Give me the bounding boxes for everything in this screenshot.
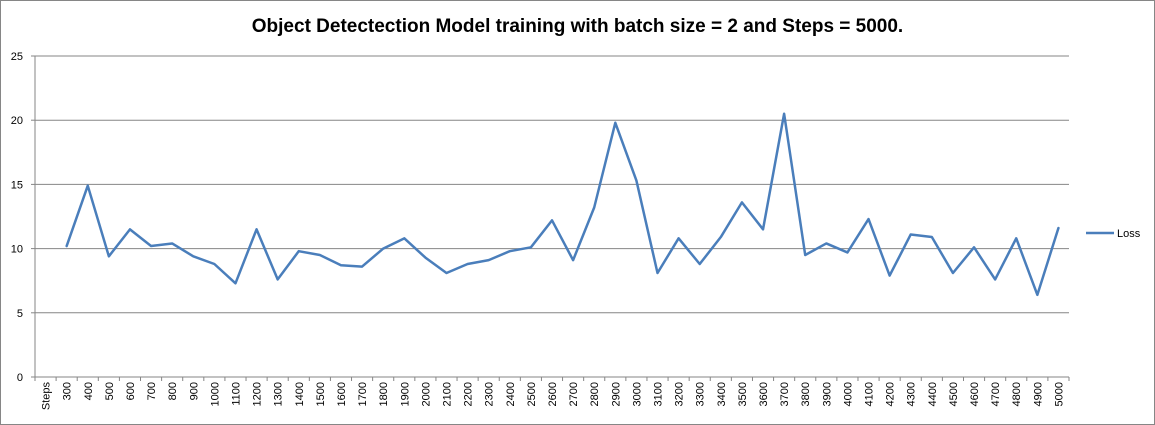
x-tick-label-1700: 1700 [357, 382, 369, 406]
x-tick-label-1200: 1200 [252, 382, 264, 406]
x-tick-label-3100: 3100 [653, 382, 665, 406]
x-tick-label-1600: 1600 [336, 382, 348, 406]
y-tick-label-0: 0 [17, 372, 23, 384]
x-tick-label-700: 700 [146, 382, 158, 400]
x-tick-label-4400: 4400 [927, 382, 939, 406]
x-tick-label-3400: 3400 [716, 382, 728, 406]
x-tick-label-4200: 4200 [885, 382, 897, 406]
series [65, 112, 1060, 297]
x-tick-label-3300: 3300 [695, 382, 707, 406]
x-tick-label-5000: 5000 [1053, 382, 1065, 406]
y-tick-label-15: 15 [11, 179, 23, 191]
x-tick-labels: Steps 300 400 500 600 700 800 900 1000 1100 1200 13… [41, 382, 1066, 411]
x-tick-label-2100: 2100 [441, 382, 453, 406]
y-tick-labels: 0 5 10 15 20 25 [11, 51, 23, 384]
x-tick-label-800: 800 [167, 382, 179, 400]
x-tick-label-1900: 1900 [399, 382, 411, 406]
x-tick-label-1800: 1800 [378, 382, 390, 406]
x-tick-label-4800: 4800 [1011, 382, 1023, 406]
x-tick-label-2000: 2000 [420, 382, 432, 406]
chart-title: Object Detectection Model training with … [251, 16, 904, 37]
series-line-loss [65, 112, 1060, 297]
x-tick-label-600: 600 [125, 382, 137, 400]
x-tick-label-2500: 2500 [526, 382, 538, 406]
x-tick-label-2400: 2400 [505, 382, 517, 406]
x-tick-label-2900: 2900 [610, 382, 622, 406]
x-tick-label-4500: 4500 [948, 382, 960, 406]
axes [31, 55, 1070, 381]
x-tick-label-3500: 3500 [737, 382, 749, 406]
x-tick-label-3000: 3000 [631, 382, 643, 406]
x-tick-label-1000: 1000 [209, 382, 221, 406]
x-tick-label-2300: 2300 [484, 382, 496, 406]
y-tick-label-25: 25 [11, 51, 23, 63]
x-tick-label-300: 300 [62, 382, 74, 400]
y-tick-label-10: 10 [11, 244, 23, 256]
legend-label-loss: Loss [1117, 228, 1141, 240]
legend: Loss [1086, 228, 1141, 240]
x-tick-label-3800: 3800 [800, 382, 812, 406]
x-tick-label-2800: 2800 [589, 382, 601, 406]
x-tick-label-4900: 4900 [1032, 382, 1044, 406]
x-tick-label-Steps: Steps [41, 382, 53, 411]
x-tick-label-4100: 4100 [864, 382, 876, 406]
x-tick-label-500: 500 [104, 382, 116, 400]
x-tick-label-4000: 4000 [842, 382, 854, 406]
x-tick-label-1500: 1500 [315, 382, 327, 406]
y-tick-label-20: 20 [11, 115, 23, 127]
gridlines [35, 55, 1069, 314]
x-tick-label-3900: 3900 [821, 382, 833, 406]
x-tick-label-2700: 2700 [568, 382, 580, 406]
y-tick-label-5: 5 [17, 308, 23, 320]
x-tick-label-1400: 1400 [294, 382, 306, 406]
x-tick-label-4600: 4600 [969, 382, 981, 406]
x-tick-label-4700: 4700 [990, 382, 1002, 406]
x-tick-label-3600: 3600 [758, 382, 770, 406]
x-tick-label-900: 900 [188, 382, 200, 400]
x-tick-label-400: 400 [83, 382, 95, 400]
x-tick-label-4300: 4300 [906, 382, 918, 406]
x-tick-label-2600: 2600 [547, 382, 559, 406]
x-tick-label-3700: 3700 [779, 382, 791, 406]
x-tick-label-2200: 2200 [463, 382, 475, 406]
x-tick-label-1100: 1100 [230, 382, 242, 406]
x-tick-label-1300: 1300 [273, 382, 285, 406]
x-tick-label-3200: 3200 [674, 382, 686, 406]
